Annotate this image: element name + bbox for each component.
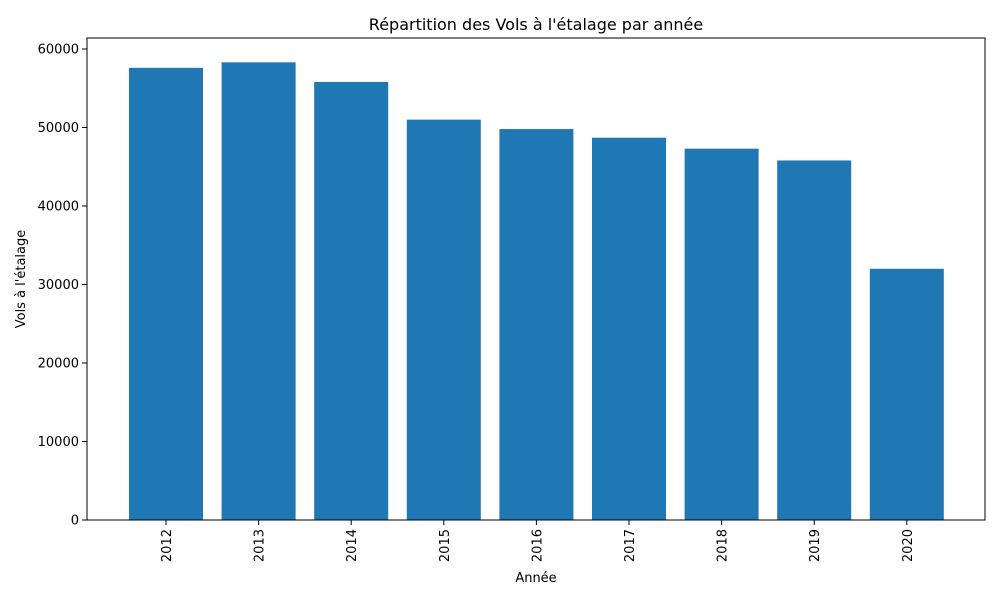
y-tick-label-50000: 50000 [38, 121, 79, 136]
x-tick-label-2012: 2012 [160, 529, 175, 562]
x-tick-label-2018: 2018 [716, 529, 731, 562]
plot-frame [86, 37, 986, 521]
y-tick-label-0: 0 [71, 514, 79, 529]
bar-2016 [499, 129, 574, 520]
x-axis-label: Année [515, 571, 556, 586]
bar-2020 [869, 268, 944, 520]
bars-group [129, 62, 944, 521]
y-axis-ticks: 0 10000 20000 30000 40000 50000 60000 [38, 42, 87, 529]
y-tick-label-10000: 10000 [38, 435, 79, 450]
x-tick-label-2014: 2014 [345, 529, 360, 562]
bar-2015 [406, 119, 481, 520]
bar-2019 [777, 160, 852, 521]
x-tick-label-2016: 2016 [530, 529, 545, 562]
bar-2012 [129, 67, 203, 520]
y-tick-label-40000: 40000 [38, 199, 79, 214]
y-tick-label-60000: 60000 [38, 42, 79, 57]
x-tick-label-2015: 2015 [438, 529, 453, 562]
bar-2014 [314, 81, 389, 521]
x-tick-label-2019: 2019 [808, 529, 823, 562]
x-axis-ticks: 2012 2013 2014 2015 2016 2017 2018 2019 2020 [160, 520, 916, 562]
bar-2018 [684, 148, 759, 520]
x-tick-label-2017: 2017 [623, 529, 638, 562]
chart-title: Répartition des Vols à l'étalage par ann… [369, 15, 703, 34]
x-tick-label-2020: 2020 [901, 529, 916, 562]
bar-2013 [221, 62, 296, 520]
y-tick-label-30000: 30000 [38, 278, 79, 293]
bar-2017 [592, 137, 666, 520]
x-tick-label-2013: 2013 [253, 529, 268, 562]
y-tick-label-20000: 20000 [38, 356, 79, 371]
y-axis-label: Vols à l'étalage [14, 230, 29, 329]
